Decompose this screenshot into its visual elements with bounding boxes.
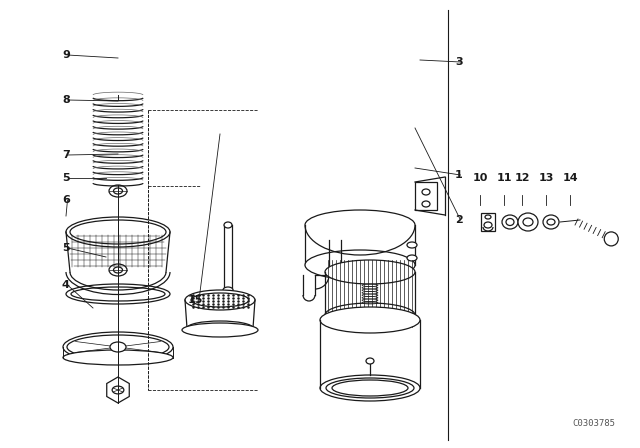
Ellipse shape: [109, 185, 127, 197]
Ellipse shape: [224, 222, 232, 228]
Ellipse shape: [66, 284, 170, 304]
Ellipse shape: [112, 386, 124, 394]
Ellipse shape: [332, 380, 408, 396]
Ellipse shape: [325, 260, 415, 284]
Ellipse shape: [63, 332, 173, 362]
Ellipse shape: [320, 307, 420, 333]
Ellipse shape: [547, 219, 555, 225]
Text: 12: 12: [515, 173, 530, 183]
Bar: [481, 213, 495, 231]
Ellipse shape: [422, 189, 430, 195]
Ellipse shape: [63, 350, 173, 365]
Ellipse shape: [407, 242, 417, 248]
Polygon shape: [107, 377, 129, 403]
Ellipse shape: [110, 342, 126, 352]
Ellipse shape: [523, 218, 533, 226]
Text: C0303785: C0303785: [572, 419, 615, 428]
Ellipse shape: [604, 232, 618, 246]
Ellipse shape: [67, 335, 169, 359]
Ellipse shape: [422, 201, 430, 207]
Text: 6: 6: [62, 195, 70, 205]
Ellipse shape: [185, 290, 255, 310]
Text: 1: 1: [455, 170, 463, 180]
Ellipse shape: [182, 323, 258, 337]
Ellipse shape: [113, 267, 122, 273]
Text: 14: 14: [562, 173, 578, 183]
Ellipse shape: [71, 287, 165, 301]
Ellipse shape: [366, 358, 374, 364]
Bar: [415, 182, 437, 210]
Ellipse shape: [407, 255, 417, 261]
Ellipse shape: [70, 220, 166, 244]
Text: 4: 4: [62, 280, 70, 290]
Text: 10: 10: [472, 173, 488, 183]
Ellipse shape: [320, 375, 420, 401]
Text: 8: 8: [62, 95, 70, 105]
Text: 15: 15: [188, 295, 204, 305]
Ellipse shape: [191, 293, 249, 307]
Ellipse shape: [506, 219, 514, 225]
Text: 3: 3: [455, 57, 463, 67]
Ellipse shape: [223, 287, 233, 293]
Ellipse shape: [66, 217, 170, 247]
Text: 2: 2: [455, 215, 463, 225]
Text: 5: 5: [62, 243, 70, 253]
Ellipse shape: [187, 321, 253, 335]
Ellipse shape: [113, 188, 122, 194]
Ellipse shape: [485, 215, 491, 219]
Ellipse shape: [484, 222, 492, 228]
Ellipse shape: [543, 215, 559, 229]
Text: 9: 9: [62, 50, 70, 60]
Text: 5: 5: [62, 173, 70, 183]
Ellipse shape: [502, 215, 518, 229]
Text: 11: 11: [496, 173, 512, 183]
Text: 7: 7: [62, 150, 70, 160]
Text: 13: 13: [538, 173, 554, 183]
Ellipse shape: [305, 250, 415, 280]
Ellipse shape: [326, 378, 414, 398]
Ellipse shape: [109, 264, 127, 276]
Ellipse shape: [325, 303, 415, 327]
Ellipse shape: [518, 213, 538, 231]
